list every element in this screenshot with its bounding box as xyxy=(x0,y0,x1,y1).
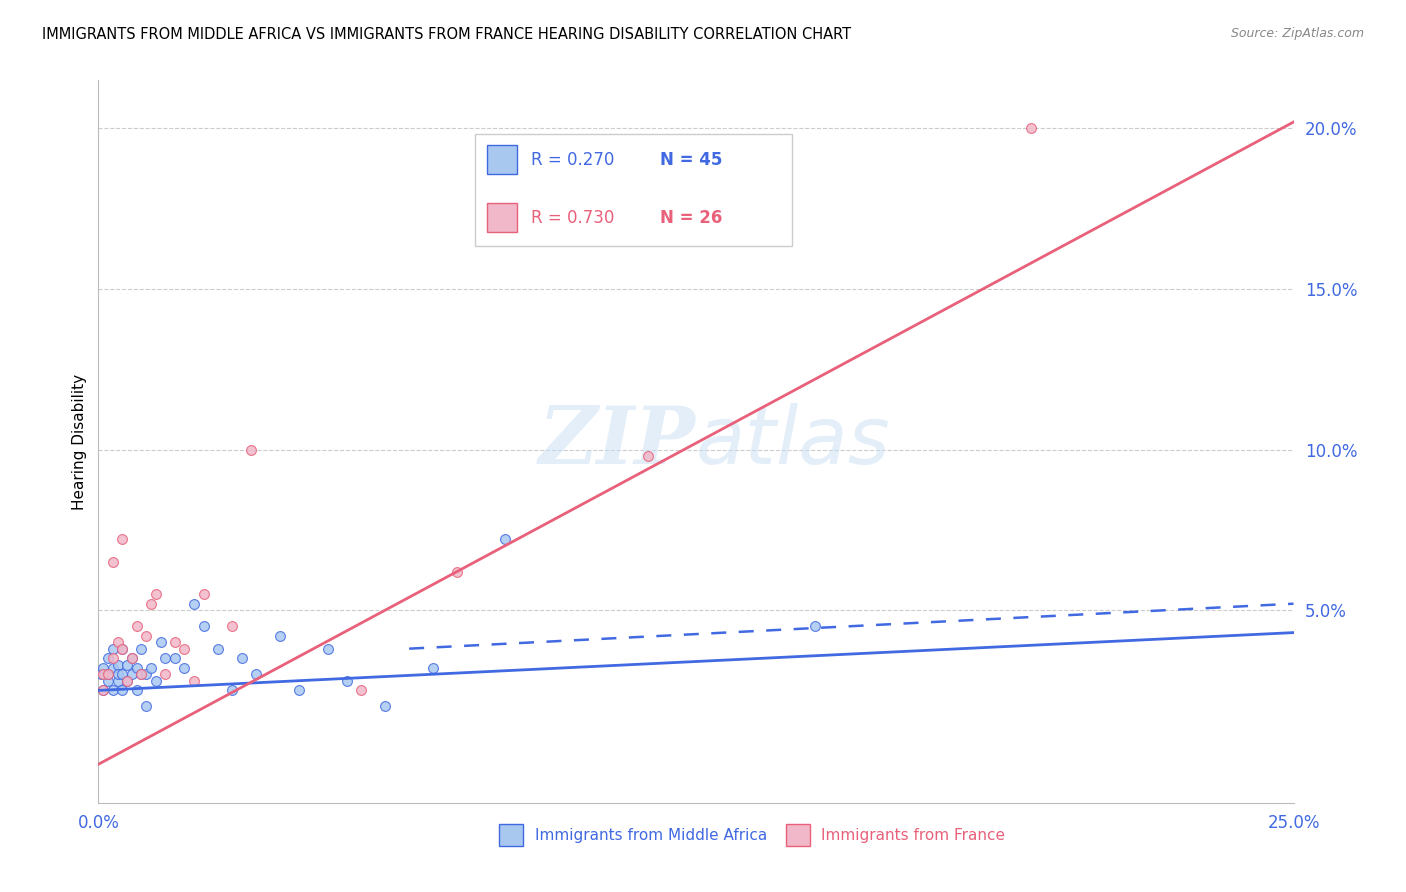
Point xyxy=(111,667,134,681)
Point xyxy=(97,667,120,681)
Point xyxy=(145,587,167,601)
Point xyxy=(115,673,138,688)
Point xyxy=(163,651,186,665)
FancyBboxPatch shape xyxy=(786,824,810,847)
Y-axis label: Hearing Disability: Hearing Disability xyxy=(72,374,87,509)
Point xyxy=(288,683,311,698)
Point xyxy=(193,587,215,601)
Text: IMMIGRANTS FROM MIDDLE AFRICA VS IMMIGRANTS FROM FRANCE HEARING DISABILITY CORRE: IMMIGRANTS FROM MIDDLE AFRICA VS IMMIGRA… xyxy=(42,27,851,42)
Point xyxy=(101,555,124,569)
Point xyxy=(91,683,114,698)
Point xyxy=(145,673,167,688)
Point xyxy=(316,641,339,656)
Point xyxy=(221,619,243,633)
Point xyxy=(111,641,134,656)
Point xyxy=(131,667,153,681)
Point xyxy=(125,661,148,675)
Point xyxy=(121,667,143,681)
Point xyxy=(135,667,157,681)
Point xyxy=(350,683,373,698)
Point xyxy=(97,667,120,681)
Point xyxy=(111,533,134,547)
Point xyxy=(193,619,215,633)
Point xyxy=(115,657,138,672)
Point xyxy=(173,641,195,656)
Point xyxy=(173,661,195,675)
Text: R = 0.730: R = 0.730 xyxy=(531,209,614,227)
Text: atlas: atlas xyxy=(696,402,891,481)
Point xyxy=(155,667,177,681)
Point xyxy=(111,641,134,656)
Point xyxy=(115,673,138,688)
Point xyxy=(149,635,172,649)
Text: Immigrants from Middle Africa: Immigrants from Middle Africa xyxy=(534,828,766,843)
Point xyxy=(240,442,263,457)
FancyBboxPatch shape xyxy=(486,203,517,232)
Point xyxy=(183,597,205,611)
Point xyxy=(183,673,205,688)
Point xyxy=(269,629,291,643)
Point xyxy=(139,597,162,611)
Point xyxy=(91,661,114,675)
Point xyxy=(101,683,124,698)
Point xyxy=(125,683,148,698)
Point xyxy=(91,683,114,698)
Point xyxy=(101,641,124,656)
Point xyxy=(91,667,114,681)
FancyBboxPatch shape xyxy=(499,824,523,847)
Point xyxy=(221,683,243,698)
Point xyxy=(135,629,157,643)
Point xyxy=(107,635,129,649)
FancyBboxPatch shape xyxy=(486,145,517,174)
Point xyxy=(163,635,186,649)
Point xyxy=(97,673,120,688)
Point xyxy=(101,661,124,675)
Point xyxy=(374,699,396,714)
Point xyxy=(121,651,143,665)
Point xyxy=(155,651,177,665)
Point xyxy=(101,651,124,665)
Point xyxy=(135,699,157,714)
Point xyxy=(422,661,444,675)
Text: Source: ZipAtlas.com: Source: ZipAtlas.com xyxy=(1230,27,1364,40)
Point xyxy=(139,661,162,675)
Text: N = 45: N = 45 xyxy=(661,151,723,169)
Point xyxy=(97,651,120,665)
Point xyxy=(131,641,153,656)
Point xyxy=(131,667,153,681)
Point xyxy=(107,673,129,688)
Point xyxy=(207,641,229,656)
Text: N = 26: N = 26 xyxy=(661,209,723,227)
Point xyxy=(231,651,253,665)
Point xyxy=(121,651,143,665)
Text: ZIP: ZIP xyxy=(538,403,696,480)
Point xyxy=(245,667,267,681)
Text: R = 0.270: R = 0.270 xyxy=(531,151,614,169)
Point xyxy=(804,619,827,633)
Point xyxy=(111,683,134,698)
Point xyxy=(107,657,129,672)
Point xyxy=(336,673,359,688)
Point xyxy=(1019,121,1042,136)
FancyBboxPatch shape xyxy=(475,135,792,246)
Point xyxy=(446,565,468,579)
Point xyxy=(107,667,129,681)
Point xyxy=(125,619,148,633)
Text: Immigrants from France: Immigrants from France xyxy=(821,828,1005,843)
Point xyxy=(494,533,516,547)
Point xyxy=(637,449,659,463)
Point xyxy=(90,667,112,681)
